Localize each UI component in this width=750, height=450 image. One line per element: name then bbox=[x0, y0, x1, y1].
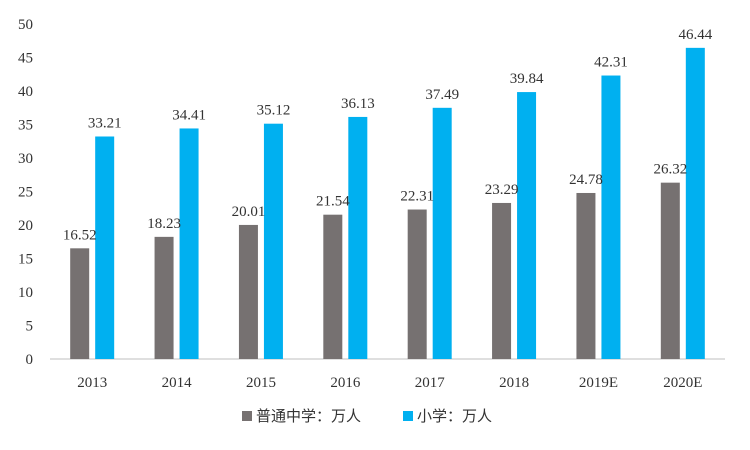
y-tick-label: 35 bbox=[18, 118, 33, 134]
x-tick-label: 2018 bbox=[499, 375, 529, 391]
y-tick-label: 0 bbox=[26, 352, 34, 368]
data-label-series-1-2016: 36.13 bbox=[341, 96, 375, 112]
data-label-series-1-2018: 39.84 bbox=[510, 71, 544, 87]
data-label-series-1-2017: 37.49 bbox=[425, 87, 459, 103]
bar-series-1-2019E bbox=[601, 75, 621, 359]
bar-series-1-2013 bbox=[95, 136, 115, 359]
legend: 普通中学：万人 小学：万人 bbox=[242, 407, 492, 425]
data-labels: 16.52 33.21 18.23 34.41 20.01 35.12 21.54 36.13… bbox=[63, 27, 713, 243]
legend-swatch-middle-school bbox=[242, 411, 252, 421]
y-tick-label: 50 bbox=[18, 17, 33, 33]
legend-swatch-primary-school bbox=[403, 411, 413, 421]
bar-series-0-2013 bbox=[70, 248, 90, 359]
bar-series-0-2017 bbox=[407, 209, 427, 359]
data-label-series-0-2017: 22.31 bbox=[400, 189, 434, 205]
bar-series-0-2014 bbox=[154, 236, 174, 359]
bar-series-1-2015 bbox=[263, 123, 283, 359]
bar-series-0-2015 bbox=[238, 224, 258, 359]
data-label-series-0-2019E: 24.78 bbox=[569, 172, 603, 188]
x-tick-label: 2019E bbox=[579, 375, 618, 391]
y-tick-label: 30 bbox=[18, 151, 33, 167]
y-tick-label: 40 bbox=[18, 84, 33, 100]
x-tick-label: 2017 bbox=[415, 375, 446, 391]
data-label-series-1-2020E: 46.44 bbox=[678, 27, 712, 43]
x-tick-label: 2014 bbox=[162, 375, 193, 391]
legend-label-primary-school: 小学：万人 bbox=[417, 407, 492, 425]
y-axis-ticks: 0 5 10 15 20 25 30 35 40 45 50 bbox=[18, 17, 33, 368]
data-label-series-1-2013: 33.21 bbox=[88, 115, 122, 131]
data-label-series-1-2015: 35.12 bbox=[257, 103, 291, 119]
data-label-series-0-2014: 18.23 bbox=[147, 216, 181, 232]
bar-series-1-2017 bbox=[432, 107, 452, 359]
y-tick-label: 20 bbox=[18, 218, 33, 234]
bar-series-1-2020E bbox=[685, 47, 705, 360]
y-tick-label: 5 bbox=[26, 319, 34, 335]
data-label-series-0-2016: 21.54 bbox=[316, 194, 350, 210]
data-label-series-0-2015: 20.01 bbox=[232, 204, 266, 220]
bar-series-0-2020E bbox=[660, 182, 680, 359]
data-label-series-0-2013: 16.52 bbox=[63, 227, 97, 243]
bar-series-1-2016 bbox=[348, 116, 368, 359]
x-axis-ticks: 2013 2014 2015 2016 2017 2018 2019E 2020E bbox=[77, 375, 702, 391]
bar-series-0-2019E bbox=[576, 192, 596, 359]
x-tick-label: 2020E bbox=[663, 375, 702, 391]
bar-series-0-2018 bbox=[492, 202, 512, 359]
bars bbox=[70, 47, 705, 360]
x-tick-label: 2013 bbox=[77, 375, 107, 391]
data-label-series-1-2014: 34.41 bbox=[172, 107, 206, 123]
y-tick-label: 15 bbox=[18, 252, 33, 268]
legend-label-middle-school: 普通中学：万人 bbox=[256, 407, 361, 425]
x-tick-label: 2015 bbox=[246, 375, 276, 391]
bar-series-1-2018 bbox=[517, 92, 537, 360]
y-tick-label: 10 bbox=[18, 285, 33, 301]
data-label-series-0-2018: 23.29 bbox=[485, 182, 519, 198]
bar-series-1-2014 bbox=[179, 128, 199, 359]
data-label-series-1-2019E: 42.31 bbox=[594, 55, 628, 71]
bar-series-0-2016 bbox=[323, 214, 343, 359]
x-tick-label: 2016 bbox=[330, 375, 361, 391]
y-tick-label: 25 bbox=[18, 185, 33, 201]
data-label-series-0-2020E: 26.32 bbox=[653, 162, 687, 178]
y-tick-label: 45 bbox=[18, 51, 33, 67]
